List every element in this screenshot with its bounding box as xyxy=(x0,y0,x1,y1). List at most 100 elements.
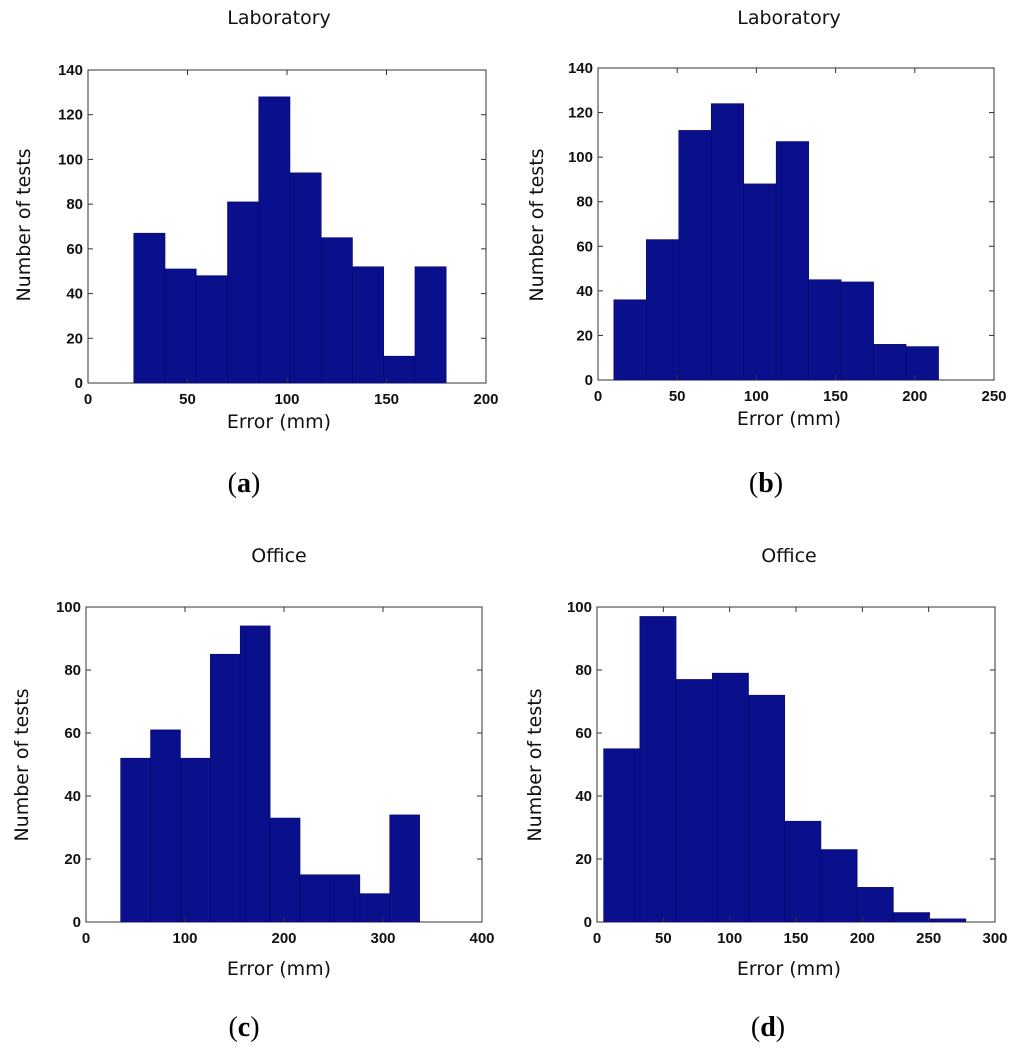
panel-a-y-tick-label: 80 xyxy=(66,196,83,213)
panel-d-x-tick-label: 200 xyxy=(850,930,875,947)
panel-c-x-axis-label: Error (mm) xyxy=(227,958,331,980)
panel-d-bar-4 xyxy=(748,694,786,923)
panel-d-bar-7 xyxy=(856,887,894,923)
panel-d-x-tick-label: 150 xyxy=(783,930,808,947)
panel-b-y-tick-label: 140 xyxy=(568,60,593,77)
panel-a-bar-4 xyxy=(258,96,291,384)
panel-b-y-tick-label: 0 xyxy=(585,372,593,389)
panel-c-x-tick-label: 100 xyxy=(172,930,197,947)
panel-d-y-tick-label: 60 xyxy=(575,725,592,742)
panel-d-caption: (d) xyxy=(751,1012,785,1043)
panel-c-y-tick-label: 60 xyxy=(64,725,81,742)
panel-d-x-axis-label: Error (mm) xyxy=(737,958,841,980)
panel-b-histogram: Laboratory Error (mm) Number of tests (b… xyxy=(526,7,1007,499)
panel-c-x-tick-label: 0 xyxy=(82,930,90,947)
panel-c-bar-0 xyxy=(120,757,151,923)
panel-a-x-tick-label: 0 xyxy=(84,391,92,408)
panel-d-y-tick-label: 20 xyxy=(575,851,592,868)
panel-d-y-tick-label: 40 xyxy=(575,788,592,805)
panel-d-y-axis-label: Number of tests xyxy=(524,688,546,841)
panel-d-y-tick-label: 80 xyxy=(575,662,592,679)
panel-a-bar-5 xyxy=(289,172,322,384)
panel-b-bar-4 xyxy=(743,183,777,381)
panel-c-bar-4 xyxy=(239,625,271,923)
panel-d-bar-3 xyxy=(711,672,749,923)
panel-b-bar-0 xyxy=(613,299,647,381)
panel-b-x-tick-label: 100 xyxy=(744,388,769,405)
panel-b-x-tick-label: 150 xyxy=(823,388,848,405)
panel-c-y-tick-label: 0 xyxy=(73,914,81,931)
panel-b-bar-1 xyxy=(646,239,680,381)
panel-d-bar-0 xyxy=(603,748,641,923)
panel-d-bar-1 xyxy=(639,616,677,923)
panel-b-y-tick-label: 80 xyxy=(576,194,593,211)
panel-a-y-tick-label: 20 xyxy=(66,330,83,347)
panel-b-title: Laboratory xyxy=(737,7,841,29)
panel-c-x-tick-label: 400 xyxy=(469,930,494,947)
panel-d-x-tick-label: 0 xyxy=(593,930,601,947)
panel-a-bar-0 xyxy=(133,232,166,384)
panel-b-bar-5 xyxy=(775,141,809,381)
panel-c-bar-2 xyxy=(180,757,211,923)
panel-c-x-tick-label: 200 xyxy=(271,930,296,947)
panel-c-bar-9 xyxy=(389,814,420,923)
panel-d-x-tick-label: 100 xyxy=(717,930,742,947)
panel-c-y-tick-label: 100 xyxy=(56,599,81,616)
panel-b-bar-2 xyxy=(678,130,712,381)
panel-d-bar-8 xyxy=(893,912,930,923)
panel-a-bar-2 xyxy=(195,275,228,384)
panel-b-x-tick-label: 0 xyxy=(594,388,602,405)
panel-c-bar-1 xyxy=(150,729,181,923)
panel-c-bar-5 xyxy=(269,817,301,923)
panel-d-x-tick-label: 250 xyxy=(916,930,941,947)
panel-a-bar-6 xyxy=(320,237,353,384)
panel-b-y-axis-label: Number of tests xyxy=(526,148,548,301)
panel-d-bar-5 xyxy=(784,820,822,923)
panel-a-y-tick-label: 120 xyxy=(58,107,83,124)
panel-b-bar-3 xyxy=(710,103,745,381)
panel-a-x-axis-label: Error (mm) xyxy=(227,411,331,433)
panel-a-y-tick-label: 140 xyxy=(58,62,83,79)
panel-b-bar-6 xyxy=(808,279,842,381)
panel-d-bar-6 xyxy=(820,849,858,923)
panel-b-x-tick-label: 250 xyxy=(981,388,1006,405)
panel-d-y-tick-label: 100 xyxy=(567,599,592,616)
panel-a-bar-3 xyxy=(227,201,260,384)
panel-a-caption: (a) xyxy=(228,468,261,499)
panel-c-y-tick-label: 40 xyxy=(64,788,81,805)
panel-a-title: Laboratory xyxy=(227,7,331,29)
panel-d-bar-9 xyxy=(929,918,967,923)
panel-b-x-tick-label: 50 xyxy=(669,388,686,405)
panel-c-bar-6 xyxy=(299,874,331,923)
panel-a-bar-1 xyxy=(164,268,197,384)
panel-b-bar-8 xyxy=(873,344,907,381)
panel-c-x-tick-label: 300 xyxy=(370,930,395,947)
panel-b-y-tick-label: 20 xyxy=(576,327,593,344)
panel-c-title: Office xyxy=(251,545,306,567)
panel-b-x-axis-label: Error (mm) xyxy=(737,408,841,430)
panel-b-y-tick-label: 60 xyxy=(576,238,593,255)
panel-a-y-tick-label: 40 xyxy=(66,286,83,303)
panel-a-y-tick-label: 60 xyxy=(66,241,83,258)
panel-a-x-tick-label: 150 xyxy=(374,391,399,408)
panel-d-title: Office xyxy=(761,545,816,567)
panel-b-bar-7 xyxy=(840,281,874,381)
panel-c-bar-7 xyxy=(329,874,361,923)
panel-a-histogram: Laboratory Error (mm) Number of tests (a… xyxy=(13,7,499,499)
panel-a-x-tick-label: 50 xyxy=(179,391,196,408)
panel-b-x-tick-label: 200 xyxy=(902,388,927,405)
panel-c-bar-3 xyxy=(210,653,241,923)
panel-a-x-tick-label: 100 xyxy=(274,391,299,408)
panel-c-histogram: Office Error (mm) Number of tests (c) 0 1… xyxy=(11,545,495,1043)
panel-b-y-tick-label: 120 xyxy=(568,105,593,122)
panel-a-bar-7 xyxy=(352,266,385,384)
panel-b-y-tick-label: 40 xyxy=(576,283,593,300)
panel-b-y-tick-label: 100 xyxy=(568,149,593,166)
panel-a-x-tick-label: 200 xyxy=(473,391,498,408)
panel-d-bar-2 xyxy=(675,679,713,923)
panel-c-bar-8 xyxy=(359,893,391,923)
panel-c-y-tick-label: 80 xyxy=(64,662,81,679)
panel-a-bar-9 xyxy=(414,266,447,384)
panel-d-x-tick-label: 300 xyxy=(982,930,1007,947)
